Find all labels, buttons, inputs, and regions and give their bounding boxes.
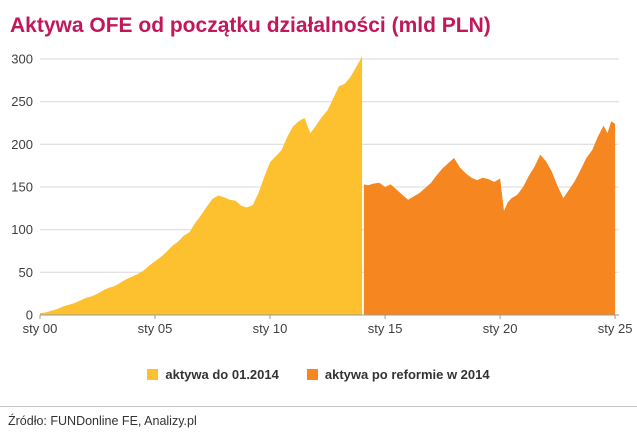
x-tick-label: sty 15	[368, 321, 403, 336]
legend: aktywa do 01.2014 aktywa po reformie w 2…	[0, 367, 637, 382]
legend-swatch-yellow	[147, 369, 159, 381]
x-tick-label: sty 20	[483, 321, 518, 336]
x-tick-label: sty 05	[138, 321, 173, 336]
y-tick-label: 100	[11, 222, 33, 237]
y-tick-label: 150	[11, 180, 33, 195]
legend-label-post-reform: aktywa po reformie w 2014	[324, 367, 490, 383]
legend-swatch-orange	[306, 369, 318, 381]
legend-label-pre-reform: aktywa do 01.2014	[165, 367, 279, 383]
assets-area-chart: 0 50 100 150 200 250 300 sty 00 sty 05 sty 10 sty …	[11, 52, 633, 337]
y-tick-label: 50	[19, 265, 33, 280]
x-tick-label: sty 25	[598, 321, 633, 336]
footer-divider	[0, 406, 637, 408]
source-text: Źródło: FUNDonline FE, Analizy.pl	[8, 414, 197, 429]
y-tick-label: 250	[11, 94, 33, 109]
legend-item-post-reform: aktywa po reformie w 2014	[306, 367, 490, 383]
area-series-0	[40, 56, 363, 316]
chart-container: 0 50 100 150 200 250 300 sty 00 sty 05 sty 10 sty …	[0, 43, 637, 355]
y-tick-label: 200	[11, 137, 33, 152]
page-title: Aktywa OFE od początku działalności (mld…	[10, 14, 491, 37]
y-tick-label: 300	[11, 52, 33, 67]
area-series-1	[363, 121, 616, 316]
y-tick-label: 0	[26, 308, 33, 323]
x-tick-label: sty 10	[253, 321, 288, 336]
x-tick-label: sty 00	[23, 321, 58, 336]
legend-item-pre-reform: aktywa do 01.2014	[147, 367, 279, 383]
